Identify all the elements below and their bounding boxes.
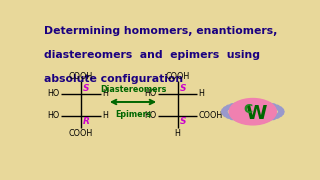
Circle shape (246, 104, 251, 107)
Circle shape (234, 103, 240, 106)
Text: COOH: COOH (199, 111, 223, 120)
Circle shape (278, 108, 284, 111)
Text: HO: HO (48, 111, 60, 120)
Circle shape (234, 118, 240, 121)
Text: HO: HO (48, 89, 60, 98)
Text: H: H (199, 89, 204, 98)
Text: R: R (83, 116, 90, 125)
Circle shape (239, 116, 244, 118)
Circle shape (271, 109, 276, 112)
Circle shape (268, 114, 273, 117)
Circle shape (224, 114, 229, 117)
Circle shape (279, 110, 284, 113)
Circle shape (222, 108, 228, 111)
Text: Determining homomers, enantiomers,: Determining homomers, enantiomers, (44, 26, 277, 36)
Circle shape (222, 112, 228, 115)
Circle shape (230, 112, 235, 114)
Text: S: S (180, 116, 186, 125)
Circle shape (242, 104, 247, 107)
Text: H: H (102, 111, 108, 120)
Circle shape (276, 114, 282, 117)
Circle shape (226, 105, 232, 108)
Circle shape (259, 116, 263, 119)
Circle shape (261, 102, 267, 105)
Circle shape (244, 119, 250, 122)
Circle shape (239, 102, 244, 105)
Circle shape (261, 118, 267, 122)
Text: Epimers: Epimers (115, 110, 151, 119)
Circle shape (244, 101, 250, 104)
Text: H: H (175, 129, 180, 138)
Circle shape (230, 104, 235, 107)
Circle shape (239, 118, 244, 122)
Circle shape (270, 108, 275, 111)
Text: Diastereomers: Diastereomers (100, 85, 166, 94)
Circle shape (255, 117, 259, 120)
Circle shape (224, 107, 229, 110)
Circle shape (230, 116, 235, 120)
Circle shape (270, 113, 275, 116)
Circle shape (266, 118, 271, 121)
Text: absolute configuration: absolute configuration (44, 74, 183, 84)
Circle shape (251, 117, 255, 120)
Circle shape (278, 112, 284, 115)
Circle shape (239, 105, 244, 107)
Circle shape (236, 106, 240, 108)
Circle shape (265, 106, 270, 108)
Text: S: S (83, 84, 89, 93)
Text: HO: HO (144, 89, 156, 98)
Circle shape (259, 104, 263, 107)
Text: diastereomers  and  epimers  using: diastereomers and epimers using (44, 50, 260, 60)
Circle shape (266, 103, 271, 106)
Text: S: S (180, 84, 186, 93)
Circle shape (274, 105, 279, 108)
Circle shape (233, 114, 237, 117)
Circle shape (262, 116, 267, 118)
Circle shape (276, 107, 282, 110)
Text: C: C (244, 103, 253, 116)
Circle shape (229, 98, 276, 125)
Text: W: W (245, 103, 267, 123)
Circle shape (221, 110, 227, 113)
Circle shape (231, 108, 236, 111)
Circle shape (271, 112, 276, 114)
Text: COOH: COOH (69, 72, 93, 81)
Circle shape (231, 113, 236, 116)
Circle shape (236, 115, 240, 118)
Circle shape (230, 109, 235, 112)
Circle shape (274, 115, 279, 118)
Circle shape (246, 117, 251, 120)
Circle shape (233, 107, 237, 109)
Circle shape (272, 110, 276, 113)
Text: COOH: COOH (69, 129, 93, 138)
Circle shape (262, 105, 267, 107)
Circle shape (255, 104, 259, 107)
Text: H: H (102, 89, 108, 98)
Circle shape (268, 107, 273, 109)
Circle shape (265, 115, 270, 118)
Circle shape (250, 119, 255, 122)
Circle shape (270, 116, 276, 120)
Circle shape (251, 104, 255, 106)
Circle shape (256, 119, 261, 122)
Circle shape (242, 116, 247, 119)
Circle shape (226, 115, 232, 118)
Circle shape (270, 104, 276, 107)
Text: COOH: COOH (165, 72, 190, 81)
Circle shape (250, 101, 255, 104)
Circle shape (229, 110, 234, 113)
Circle shape (256, 101, 261, 104)
Text: HO: HO (144, 111, 156, 120)
